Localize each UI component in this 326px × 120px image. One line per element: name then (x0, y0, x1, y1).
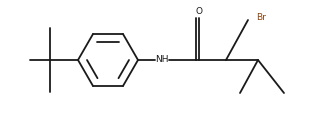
Text: O: O (196, 6, 202, 15)
Text: Br: Br (256, 12, 266, 21)
Text: NH: NH (155, 55, 169, 65)
